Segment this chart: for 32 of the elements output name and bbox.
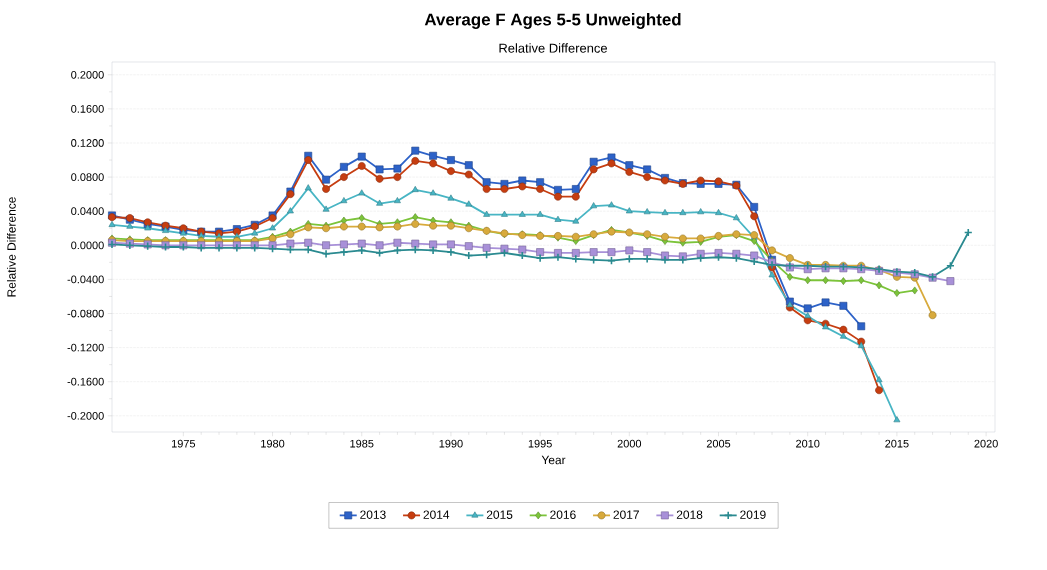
y-tick-label: 0.0800 [71,173,104,181]
legend-label: 2016 [550,510,576,519]
y-tick-label: 0.0000 [71,241,104,250]
x-tick-label: 2020 [974,439,998,448]
legend-label: 2015 [486,510,513,519]
y-tick-label: -0.1600 [67,377,104,386]
x-tick-label: 1980 [261,439,285,448]
legend-label: 2013 [360,510,386,519]
y-tick-label: -0.0400 [67,275,104,284]
x-tick-label: 1990 [439,439,463,448]
chart-subtitle: Relative Difference [499,43,608,53]
y-tick-label: 0.0400 [71,207,104,216]
y-tick-label: -0.1200 [67,343,104,352]
y-tick-label: -0.0800 [67,309,104,318]
x-tick-label: 1975 [171,439,196,448]
x-axis-title: Year [541,455,566,465]
x-tick-label: 2015 [885,439,909,448]
y-tick-label: 0.1600 [71,105,104,113]
legend-label: 2014 [423,510,450,519]
x-tick-label: 2010 [796,439,820,448]
y-tick-label: 0.1200 [71,139,104,147]
y-axis-title: Relative Difference [6,197,16,297]
x-tick-label: 1995 [528,439,552,448]
legend-label: 2017 [613,510,639,519]
x-tick-label: 1985 [350,439,374,448]
legend-label: 2019 [740,510,766,519]
chart-title: Average F Ages 5-5 Unweighted [424,13,681,29]
x-tick-label: 2000 [617,439,642,448]
legend-label: 2018 [676,510,703,519]
y-tick-label: 0.2000 [71,70,104,79]
y-tick-label: -0.2000 [67,411,104,420]
x-tick-label: 2005 [706,439,731,448]
